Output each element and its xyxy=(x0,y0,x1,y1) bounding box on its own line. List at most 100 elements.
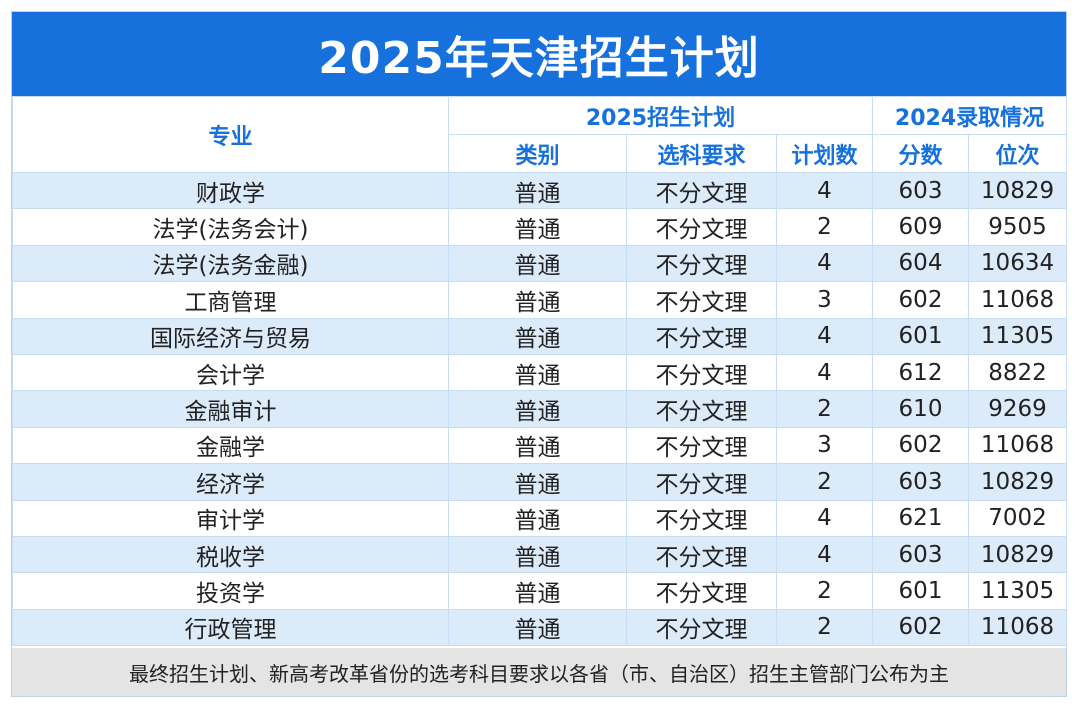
cell-subject-req: 不分文理 xyxy=(626,463,777,501)
cell-rank: 10829 xyxy=(967,171,1068,210)
cell-rank: 8822 xyxy=(967,353,1068,392)
footer-note: 最终招生计划、新高考改革省份的选考科目要求以各省（市、自治区）招生主管部门公布为… xyxy=(12,648,1066,696)
cell-rank: 11305 xyxy=(967,317,1068,355)
header-category: 类别 xyxy=(448,134,627,173)
header-major: 专业 xyxy=(12,96,449,173)
cell-subject-req: 不分文理 xyxy=(626,208,777,246)
cell-rank: 9505 xyxy=(967,208,1068,246)
cell-major: 审计学 xyxy=(12,499,449,537)
header-admit-group: 2024录取情况 xyxy=(871,96,1068,135)
cell-rank: 10634 xyxy=(967,244,1068,283)
enrollment-plan-card: 2025年天津招生计划 专业 2025招生计划 2024录取情况 类别 选科要求… xyxy=(11,11,1068,697)
cell-subject-req: 不分文理 xyxy=(626,426,777,465)
cell-rank: 10829 xyxy=(967,535,1068,574)
cell-subject-req: 不分文理 xyxy=(626,572,777,610)
cell-category: 普通 xyxy=(448,390,627,428)
cell-plan-count: 2 xyxy=(776,390,873,428)
cell-category: 普通 xyxy=(448,171,627,210)
cell-plan-count: 4 xyxy=(776,171,873,210)
cell-rank: 9269 xyxy=(967,390,1068,428)
cell-major: 经济学 xyxy=(12,463,449,501)
header-row-bottom: 类别 选科要求 计划数 分数 位次 xyxy=(13,134,1068,173)
cell-plan-count: 2 xyxy=(776,608,873,647)
cell-plan-count: 3 xyxy=(776,426,873,465)
cell-category: 普通 xyxy=(448,208,627,246)
cell-plan-count: 4 xyxy=(776,353,873,392)
cell-score: 603 xyxy=(872,463,969,501)
cell-subject-req: 不分文理 xyxy=(626,499,777,537)
cell-category: 普通 xyxy=(448,353,627,392)
cell-category: 普通 xyxy=(448,572,627,610)
cell-rank: 11068 xyxy=(967,426,1068,465)
cell-subject-req: 不分文理 xyxy=(626,171,777,210)
page-title: 2025年天津招生计划 xyxy=(12,12,1066,96)
cell-major: 金融审计 xyxy=(12,390,449,428)
table-row: 财政学 普通 不分文理 4 603 10829 xyxy=(12,171,1068,210)
cell-score: 610 xyxy=(872,390,969,428)
cell-major: 法学(法务会计) xyxy=(12,208,449,246)
cell-major: 会计学 xyxy=(12,353,449,392)
cell-subject-req: 不分文理 xyxy=(626,390,777,428)
cell-rank: 11068 xyxy=(967,608,1068,647)
table-row: 金融审计 普通 不分文理 2 610 9269 xyxy=(12,390,1068,428)
cell-category: 普通 xyxy=(448,463,627,501)
cell-score: 602 xyxy=(872,426,969,465)
table-row: 经济学 普通 不分文理 2 603 10829 xyxy=(12,463,1068,501)
header-row-top: 专业 2025招生计划 2024录取情况 xyxy=(12,96,1068,173)
cell-category: 普通 xyxy=(448,535,627,574)
cell-major: 工商管理 xyxy=(12,281,449,319)
cell-plan-count: 4 xyxy=(776,535,873,574)
cell-major: 国际经济与贸易 xyxy=(12,317,449,355)
cell-category: 普通 xyxy=(448,608,627,647)
table-row: 金融学 普通 不分文理 3 602 11068 xyxy=(12,426,1068,465)
cell-subject-req: 不分文理 xyxy=(626,608,777,647)
cell-category: 普通 xyxy=(448,244,627,283)
cell-rank: 11305 xyxy=(967,572,1068,610)
header-plan-count: 计划数 xyxy=(776,134,873,173)
header-score: 分数 xyxy=(872,134,969,173)
cell-score: 601 xyxy=(872,572,969,610)
cell-plan-count: 3 xyxy=(776,281,873,319)
table-row: 会计学 普通 不分文理 4 612 8822 xyxy=(12,353,1068,392)
cell-rank: 10829 xyxy=(967,463,1068,501)
cell-score: 612 xyxy=(872,353,969,392)
table-row: 投资学 普通 不分文理 2 601 11305 xyxy=(12,572,1068,610)
cell-rank: 7002 xyxy=(967,499,1068,537)
header-rank: 位次 xyxy=(967,134,1068,173)
table-row: 工商管理 普通 不分文理 3 602 11068 xyxy=(12,281,1068,319)
table-row: 税收学 普通 不分文理 4 603 10829 xyxy=(12,535,1068,574)
cell-score: 602 xyxy=(872,608,969,647)
cell-score: 621 xyxy=(872,499,969,537)
table-row: 审计学 普通 不分文理 4 621 7002 xyxy=(12,499,1068,537)
cell-score: 609 xyxy=(872,208,969,246)
cell-subject-req: 不分文理 xyxy=(626,281,777,319)
cell-subject-req: 不分文理 xyxy=(626,535,777,574)
cell-plan-count: 4 xyxy=(776,499,873,537)
cell-rank: 11068 xyxy=(967,281,1068,319)
cell-plan-count: 4 xyxy=(776,244,873,283)
table-row: 法学(法务金融) 普通 不分文理 4 604 10634 xyxy=(12,244,1068,283)
cell-major: 税收学 xyxy=(12,535,449,574)
cell-subject-req: 不分文理 xyxy=(626,317,777,355)
cell-score: 601 xyxy=(872,317,969,355)
table-row: 国际经济与贸易 普通 不分文理 4 601 11305 xyxy=(12,317,1068,355)
cell-category: 普通 xyxy=(448,499,627,537)
cell-major: 金融学 xyxy=(12,426,449,465)
cell-category: 普通 xyxy=(448,317,627,355)
header-subject-req: 选科要求 xyxy=(626,134,777,173)
cell-plan-count: 2 xyxy=(776,208,873,246)
table-body: 财政学 普通 不分文理 4 603 10829 法学(法务会计) 普通 不分文理 2 609 9505… xyxy=(12,171,1068,647)
cell-plan-count: 2 xyxy=(776,572,873,610)
enrollment-table: 专业 2025招生计划 2024录取情况 类别 选科要求 计划数 分数 位次 财… xyxy=(12,96,1068,647)
cell-score: 602 xyxy=(872,281,969,319)
cell-major: 投资学 xyxy=(12,572,449,610)
cell-major: 法学(法务金融) xyxy=(12,244,449,283)
cell-score: 604 xyxy=(872,244,969,283)
cell-category: 普通 xyxy=(448,426,627,465)
cell-subject-req: 不分文理 xyxy=(626,353,777,392)
cell-category: 普通 xyxy=(448,281,627,319)
cell-subject-req: 不分文理 xyxy=(626,244,777,283)
table-row: 行政管理 普通 不分文理 2 602 11068 xyxy=(12,608,1068,647)
cell-score: 603 xyxy=(872,171,969,210)
cell-plan-count: 2 xyxy=(776,463,873,501)
